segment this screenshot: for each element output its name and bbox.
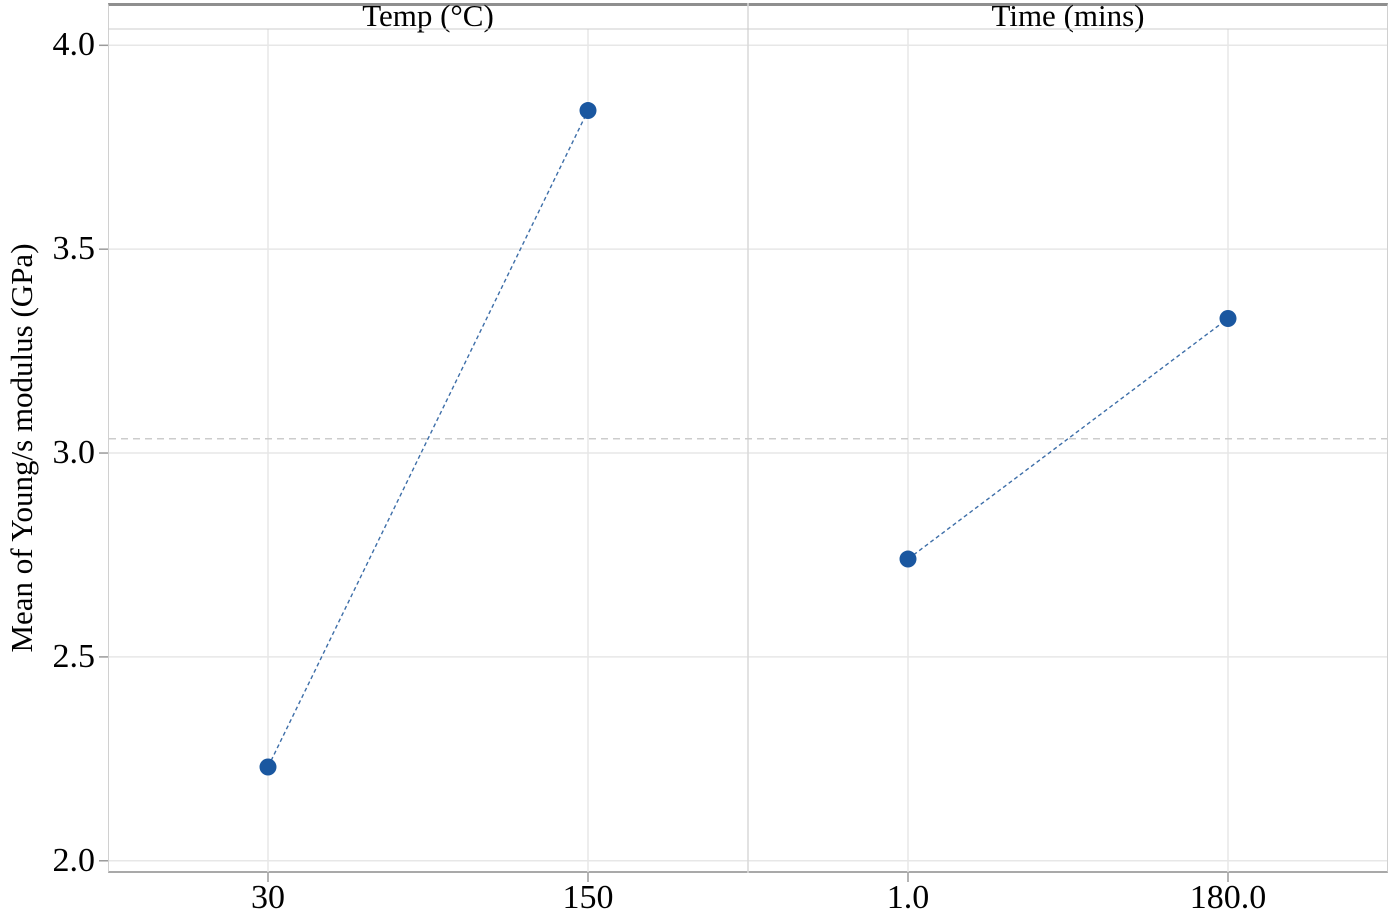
y-tick-label: 2.5 [52,637,96,675]
data-point [899,550,917,568]
data-point [579,102,597,120]
series-line [907,317,1229,560]
x-tick-label: 30 [251,879,285,916]
x-tick-label: 150 [562,879,614,916]
series-line [267,110,589,768]
data-point [1219,309,1237,327]
y-tick-label: 4.0 [52,26,96,64]
x-tick-label: 180.0 [1189,879,1267,916]
y-tick-label: 3.5 [52,230,96,268]
panel-header-time: Time (mins) [748,0,1388,33]
y-tick-label: 3.0 [52,434,96,472]
panel-header-temp: Temp (°C) [108,0,748,33]
y-tick-label: 2.0 [52,841,96,879]
x-tick-label: 1.0 [886,879,930,916]
data-point [259,758,277,776]
panel-title-time: Time (mins) [991,0,1145,33]
panel-title-temp: Temp (°C) [362,0,494,33]
